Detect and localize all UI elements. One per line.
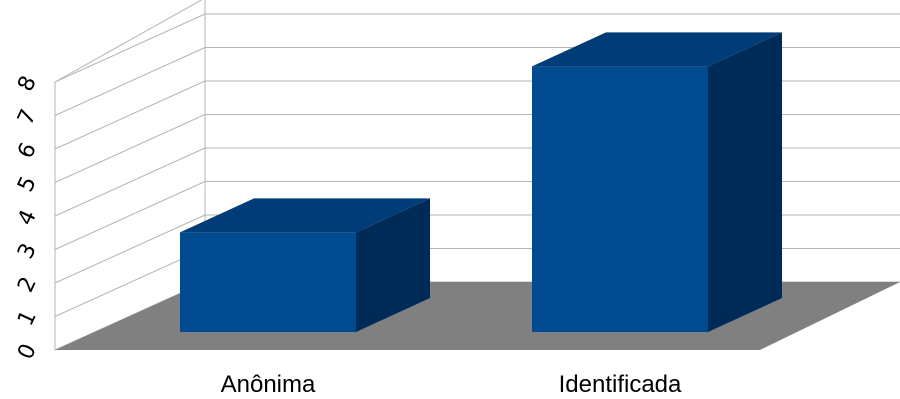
bar-side-face <box>708 32 782 333</box>
bar <box>180 198 430 332</box>
bar-front-face <box>180 232 356 332</box>
y-tick-label: 1 <box>13 307 42 330</box>
chart-bars <box>180 32 782 333</box>
y-tick-label: 3 <box>13 240 42 263</box>
side-gridline <box>54 214 206 284</box>
bar-top-face <box>180 198 430 233</box>
x-tick-label: Anônima <box>221 371 316 398</box>
y-tick-label: 8 <box>13 72 42 95</box>
side-gridline <box>54 147 206 217</box>
y-tick-label: 7 <box>13 106 42 129</box>
side-gridline <box>54 13 206 83</box>
x-axis-labels: Anônima Identificada <box>221 371 682 398</box>
bar-front-face <box>532 66 708 333</box>
y-tick-label: 5 <box>13 173 42 196</box>
side-gridline <box>54 80 206 150</box>
bar-side-face <box>356 198 430 332</box>
side-gridline <box>54 47 206 116</box>
side-gridline <box>54 114 206 183</box>
left-wall-top-edge <box>54 0 203 83</box>
bar-top-face <box>532 32 782 67</box>
y-tick-label: 0 <box>13 340 42 363</box>
y-tick-label: 6 <box>13 139 42 162</box>
y-tick-label: 2 <box>13 273 42 296</box>
side-gridline <box>54 181 206 250</box>
bar <box>532 32 782 333</box>
y-axis-ticks: 0 1 2 3 4 5 6 7 8 <box>13 72 42 363</box>
x-tick-label: Identificada <box>559 371 682 398</box>
y-tick-label: 4 <box>13 206 42 229</box>
